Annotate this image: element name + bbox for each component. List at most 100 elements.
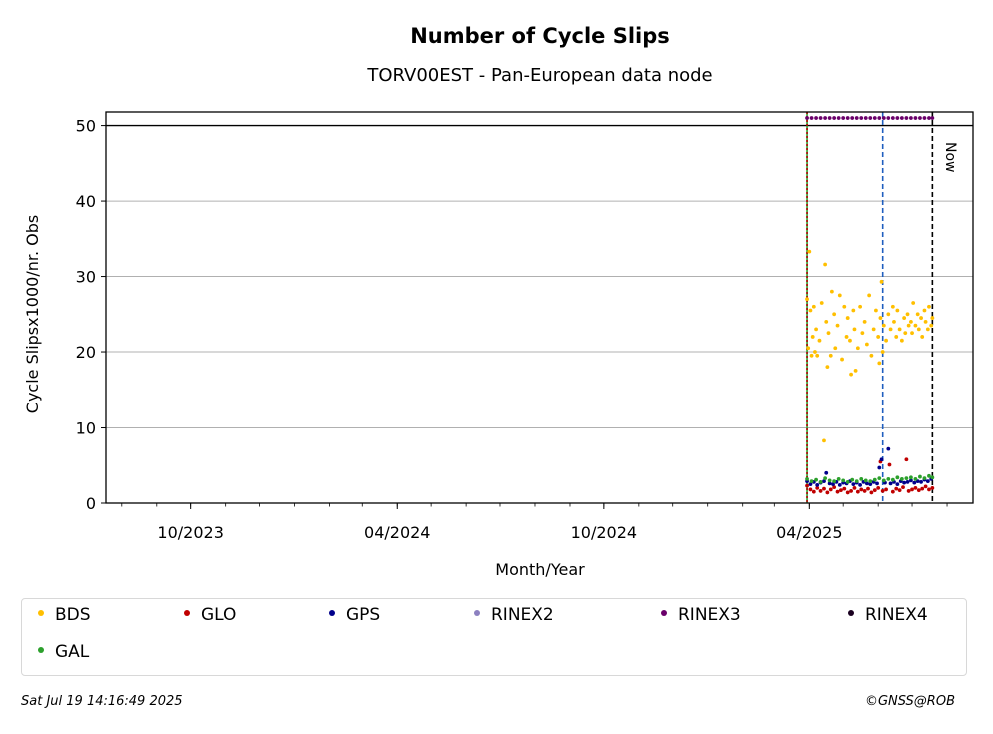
legend-label: GPS	[346, 605, 381, 625]
gal-point	[881, 478, 886, 483]
footer-timestamp: Sat Jul 19 14:16:49 2025	[21, 694, 183, 709]
bds-point	[916, 327, 921, 332]
bds-point	[819, 301, 824, 305]
rinex3-point	[854, 116, 859, 120]
gal-point	[899, 476, 904, 481]
legend-item-gps: GPS	[329, 605, 380, 625]
rinex3-point	[881, 116, 886, 120]
bds-point	[805, 297, 809, 302]
y-axis-ticks: 0 10 20 30 40 50	[76, 117, 106, 513]
gps-point	[851, 482, 856, 487]
bds-point	[884, 338, 888, 343]
gal-point	[863, 478, 868, 483]
bds-point	[862, 319, 867, 324]
gal-point	[832, 479, 837, 484]
bds-point	[867, 293, 872, 298]
bds-point	[905, 312, 910, 317]
rinex3-point	[904, 116, 909, 120]
bds-point	[910, 331, 914, 336]
gps-point	[879, 457, 884, 462]
glo-point	[930, 486, 935, 490]
glo-point	[887, 462, 892, 467]
legend-item-rinex2: RINEX2	[474, 605, 554, 625]
rinex3-point	[814, 116, 818, 120]
glo-point	[872, 488, 877, 493]
bds-point	[829, 289, 834, 294]
gps-point	[912, 480, 917, 485]
bds-point	[894, 335, 899, 339]
bds-point	[807, 249, 812, 254]
gps-point	[919, 479, 923, 484]
rinex3-point	[868, 116, 873, 120]
y-axis-label: Cycle Slipsx1000/nr. Obs	[23, 215, 42, 413]
glo-point	[913, 486, 918, 490]
y-tick-label: 20	[76, 343, 96, 362]
rinex3-point	[832, 116, 837, 120]
bds-point	[813, 350, 817, 354]
bds-point	[837, 293, 842, 298]
bds-point	[840, 357, 844, 362]
glo-point	[855, 489, 860, 494]
glo-point	[866, 486, 870, 491]
rinex3-point	[930, 116, 935, 120]
bds-point	[828, 353, 833, 358]
gal-point	[868, 479, 873, 484]
bds-point	[808, 308, 813, 313]
bds-point	[919, 316, 923, 320]
gps-point	[875, 481, 879, 486]
glo-point	[890, 489, 895, 494]
rinex3-point	[877, 116, 882, 120]
bds-point	[842, 304, 847, 309]
gal-point	[814, 477, 818, 482]
legend-label: GLO	[201, 605, 237, 625]
bds-point	[853, 369, 858, 373]
gal-point	[823, 476, 828, 480]
x-tick-label: 10/2023	[157, 523, 223, 542]
legend-label: RINEX3	[678, 605, 741, 625]
gps-point	[858, 482, 863, 487]
bds-point	[817, 338, 822, 343]
x-tick-label: 10/2024	[571, 523, 637, 542]
legend: BDS GLO GPS RINEX2 RINEX3 RINEX4 GAL	[21, 598, 967, 676]
bds-point	[879, 279, 884, 284]
chart-subtitle: TORV00EST - Pan-European data node	[366, 65, 712, 86]
bds-point	[903, 331, 908, 336]
glo-point	[869, 490, 874, 495]
bds-point	[923, 319, 928, 324]
rinex3-point	[818, 116, 823, 120]
glo-point	[897, 488, 902, 493]
bds-point	[855, 346, 860, 351]
bds-point	[811, 304, 816, 309]
gal-point	[927, 473, 931, 478]
rinex3-point	[918, 116, 922, 120]
gps-point	[822, 479, 826, 484]
rinex3-point	[886, 116, 891, 120]
glo-point	[916, 488, 921, 493]
bds-point	[832, 312, 837, 317]
glo-point	[876, 486, 881, 490]
plot-frame	[105, 111, 974, 504]
gal-point	[895, 475, 900, 480]
gps-point	[824, 470, 829, 475]
rinex3-point	[805, 116, 809, 120]
bds-point	[897, 327, 902, 332]
rinex2-marker-icon	[474, 610, 480, 616]
gps-point	[837, 482, 842, 487]
gal-point	[886, 476, 891, 481]
glo-point	[808, 487, 813, 492]
bds-point	[835, 323, 840, 328]
bds-point	[874, 308, 878, 313]
rinex3-point	[913, 116, 918, 120]
gal-point	[930, 475, 935, 480]
glo-point	[815, 486, 820, 490]
glo-point	[884, 487, 888, 492]
gal-point	[854, 479, 859, 484]
gal-point	[805, 476, 809, 481]
bds-point	[826, 331, 831, 336]
gps-marker-icon	[329, 610, 335, 616]
glo-point	[910, 487, 914, 492]
gal-point	[827, 478, 832, 483]
y-tick-label: 30	[76, 268, 96, 287]
bds-point	[902, 316, 907, 320]
glo-point	[859, 487, 864, 492]
